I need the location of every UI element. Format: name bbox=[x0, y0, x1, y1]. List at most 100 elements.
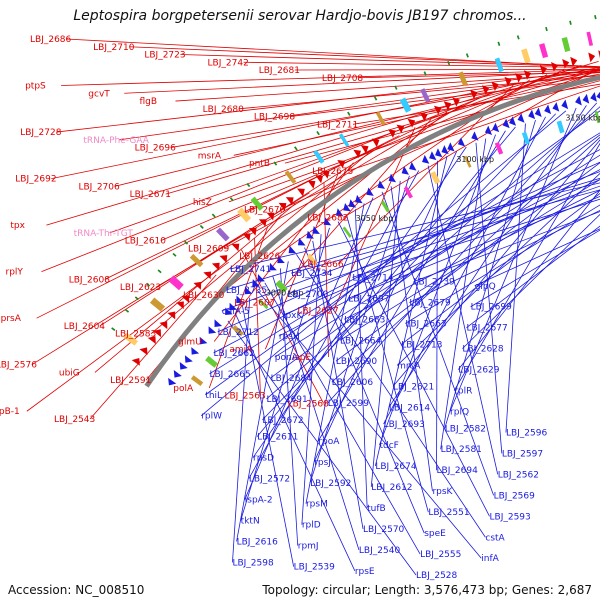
reverse-gene-arrow bbox=[422, 154, 430, 164]
reverse-leader-line bbox=[383, 116, 546, 425]
feature-block bbox=[494, 57, 504, 73]
reverse-gene-label: LBJ_2599 bbox=[328, 399, 370, 409]
reverse-gene-arrow bbox=[225, 307, 233, 316]
gc-mark bbox=[545, 26, 548, 32]
reverse-gene-arrow bbox=[596, 91, 600, 99]
reverse-gene-label: LBJ_2734 bbox=[291, 269, 333, 279]
reverse-leader-line bbox=[213, 149, 600, 354]
reverse-gene-label: LBJ_2628 bbox=[462, 345, 504, 355]
reverse-gene-arrow bbox=[257, 274, 265, 282]
gc-mark bbox=[373, 96, 378, 101]
forward-gene-label: ubiG bbox=[59, 368, 80, 378]
forward-gene-arrow bbox=[452, 97, 460, 107]
reverse-leader-line bbox=[379, 134, 496, 446]
reverse-gene-arrow bbox=[208, 326, 217, 334]
forward-gene-arrow bbox=[131, 358, 140, 366]
forward-gene-arrow bbox=[550, 62, 559, 72]
feature-block bbox=[342, 226, 352, 238]
reverse-gene-label: LBJ_2572 bbox=[249, 475, 290, 485]
feature-block bbox=[232, 324, 244, 337]
forward-gene-arrow bbox=[481, 85, 490, 95]
forward-gene-label: LBJ_2627 bbox=[297, 306, 338, 316]
reverse-leader-line bbox=[348, 196, 600, 299]
reverse-gene-label: LBJ_2677 bbox=[466, 324, 507, 334]
reverse-gene-label: speE bbox=[424, 529, 446, 539]
feature-block bbox=[380, 200, 390, 213]
forward-gene-label: LBJ_2680 bbox=[203, 105, 245, 115]
backbone-ring bbox=[144, 74, 600, 388]
forward-gene-arrow bbox=[203, 271, 212, 280]
reverse-gene-label: calA-5 bbox=[222, 307, 250, 317]
reverse-gene-label: LBJ_2551 bbox=[428, 508, 469, 518]
reverse-gene-arrow bbox=[191, 347, 200, 355]
reverse-leader-line bbox=[339, 179, 600, 341]
feature-block bbox=[250, 196, 264, 211]
reverse-leader-line bbox=[331, 136, 600, 383]
reverse-leader-line bbox=[301, 234, 322, 525]
reverse-gene-arrow bbox=[484, 125, 493, 135]
reverse-leader-line bbox=[240, 227, 330, 521]
forward-leader-line bbox=[150, 152, 369, 335]
reverse-gene-arrow bbox=[244, 286, 253, 295]
forward-gene-arrow bbox=[491, 81, 499, 91]
reverse-gene-label: rpsK bbox=[432, 487, 453, 497]
forward-gene-label: LBJ_2682 bbox=[307, 213, 348, 223]
reverse-leader-line bbox=[370, 180, 401, 488]
genome-stats-text: Topology: circular; Length: 3,576,473 bp… bbox=[262, 583, 592, 597]
reverse-gene-label: LBJ_2562 bbox=[498, 470, 539, 480]
forward-gene-label: LBJ_2583 bbox=[115, 330, 156, 340]
forward-gene-label: LBJ_2608 bbox=[69, 275, 111, 285]
forward-gene-label: LBJ_2681 bbox=[259, 66, 300, 76]
reverse-gene-label: lpxK bbox=[283, 311, 304, 321]
reverse-gene-label: cstA bbox=[485, 533, 505, 543]
reverse-gene-arrow bbox=[312, 226, 320, 234]
reverse-gene-label: LBJ_2712 bbox=[218, 328, 259, 338]
reverse-gene-label: LBJ_2679 bbox=[409, 299, 451, 309]
forward-leader-line bbox=[243, 61, 600, 69]
forward-gene-label: LBJ_2623 bbox=[120, 283, 161, 293]
reverse-leader-line bbox=[405, 204, 600, 324]
feature-block bbox=[258, 298, 269, 310]
reverse-gene-label: LBJ_2684 bbox=[271, 374, 313, 384]
reverse-gene-label: LBJ_2735 bbox=[226, 286, 267, 296]
forward-gene-label: LBJ_2723 bbox=[144, 51, 185, 61]
reverse-leader-line bbox=[232, 297, 251, 563]
reverse-gene-arrow bbox=[447, 142, 455, 152]
forward-gene-arrow bbox=[360, 145, 369, 154]
reverse-gene-arrow bbox=[502, 118, 510, 129]
forward-gene-label: tRNA-Phe-GAA bbox=[83, 136, 149, 146]
forward-gene-label: flgB bbox=[139, 97, 157, 107]
forward-leader-line bbox=[357, 71, 600, 79]
reverse-gene-arrow bbox=[582, 93, 590, 104]
accession-text: Accession: NC_008510 bbox=[8, 583, 145, 597]
forward-gene-arrow bbox=[139, 347, 148, 356]
feature-block bbox=[168, 275, 184, 291]
feature-block bbox=[556, 120, 565, 134]
forward-gene-arrow bbox=[321, 170, 330, 179]
reverse-gene-arrow bbox=[561, 99, 569, 110]
reverse-leader-line bbox=[374, 155, 448, 467]
forward-gene-label: polA bbox=[173, 384, 194, 394]
feature-block bbox=[313, 149, 325, 164]
reverse-gene-arrow bbox=[366, 187, 374, 196]
reverse-leader-line bbox=[225, 177, 600, 291]
reverse-gene-label: LBJ_2597 bbox=[502, 449, 543, 459]
reverse-gene-label: tktN bbox=[241, 517, 260, 527]
gc-mark bbox=[124, 308, 130, 313]
reverse-leader-line bbox=[453, 142, 600, 391]
forward-gene-label: LBJ_2692 bbox=[15, 175, 56, 185]
forward-gene-label: prsA bbox=[1, 314, 22, 324]
forward-gene-label: rplY bbox=[6, 268, 24, 278]
reverse-leader-line bbox=[270, 134, 600, 379]
reverse-gene-arrow bbox=[534, 107, 542, 118]
reverse-gene-arrow bbox=[401, 166, 410, 175]
feature-block bbox=[494, 141, 504, 155]
forward-gene-arrow bbox=[285, 197, 294, 205]
reverse-gene-label: LBJ_2664 bbox=[340, 336, 382, 346]
feature-block bbox=[338, 133, 350, 147]
reverse-leader-line bbox=[505, 123, 526, 433]
reverse-leader-line bbox=[413, 211, 600, 282]
forward-gene-label: LBJ_2576 bbox=[0, 361, 37, 371]
